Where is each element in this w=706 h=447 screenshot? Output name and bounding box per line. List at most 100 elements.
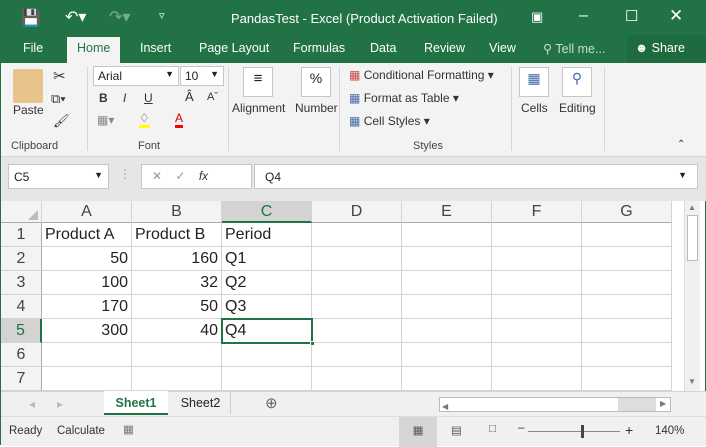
save-icon[interactable]: 💾 [21,10,41,27]
cell-G6[interactable] [582,343,672,367]
cell-B6[interactable] [132,343,222,367]
zoom-level[interactable]: 140% [655,425,685,437]
cell-A6[interactable] [42,343,132,367]
row-header-3[interactable]: 3 [1,271,42,295]
row-header-4[interactable]: 4 [1,295,42,319]
add-sheet-icon[interactable]: ⊕ [265,395,278,412]
search-icon[interactable]: ⚲ [562,67,592,97]
scroll-thumb[interactable] [687,215,698,261]
underline-button[interactable]: U [144,91,153,105]
close-icon[interactable]: ✕ [669,6,684,25]
cell-D1[interactable] [312,223,402,247]
cell-F2[interactable] [492,247,582,271]
cell-F1[interactable] [492,223,582,247]
font-name-select[interactable]: Arial ▼ [93,66,179,86]
macro-recording-icon[interactable]: ▦ [123,424,134,436]
name-box[interactable]: C5 ▼ [8,164,109,189]
cells-button[interactable]: Cells [521,101,548,115]
tab-file[interactable]: File [23,41,44,55]
cancel-icon[interactable]: ✕ [152,169,163,183]
cell-A1[interactable]: Product A [42,223,132,247]
cell-C5[interactable]: Q4 [222,319,312,343]
tab-page-layout[interactable]: Page Layout [199,41,270,55]
select-all-corner[interactable] [1,201,42,223]
page-break-view-icon[interactable]: □ [489,423,496,435]
decrease-font-icon[interactable]: Aˇ [207,91,218,103]
cell-E6[interactable] [402,343,492,367]
insert-function-button[interactable]: fx [198,169,209,183]
cell-C7[interactable] [222,367,312,391]
column-header-B[interactable]: B [132,201,222,223]
cell-E5[interactable] [402,319,492,343]
column-header-F[interactable]: F [492,201,582,223]
minimize-icon[interactable]: – [579,7,588,24]
bold-button[interactable]: B [99,91,108,105]
ribbon-display-icon[interactable]: ▣ [531,9,544,24]
cell-D4[interactable] [312,295,402,319]
column-header-D[interactable]: D [312,201,402,223]
alignment-button[interactable]: Alignment [232,101,286,115]
redo-icon[interactable]: ↷▾ [109,9,131,26]
tab-review[interactable]: Review [424,41,465,55]
collapse-ribbon-icon[interactable]: ⌃ [677,139,686,150]
cell-E2[interactable] [402,247,492,271]
cell-E4[interactable] [402,295,492,319]
vertical-scrollbar[interactable]: ▲ ▼ [684,201,700,391]
zoom-slider[interactable] [528,431,620,432]
cell-F5[interactable] [492,319,582,343]
paste-button[interactable]: Paste [13,103,44,117]
maximize-icon[interactable]: ☐ [625,8,639,25]
font-size-select[interactable]: 10 ▼ [180,66,224,86]
increase-font-icon[interactable]: Â [185,89,194,104]
cut-icon[interactable]: ✂ [53,68,66,85]
cell-G5[interactable] [582,319,672,343]
cell-B7[interactable] [132,367,222,391]
format-painter-icon[interactable]: 🖌 [53,113,70,128]
cell-G3[interactable] [582,271,672,295]
copy-icon[interactable]: ⧉▾ [51,91,66,106]
cells-icon[interactable]: ▦ [519,67,549,97]
sheet-tab-sheet2[interactable]: Sheet2 [171,392,231,414]
cell-G4[interactable] [582,295,672,319]
share-button[interactable]: ☻ Share [627,35,706,63]
tab-insert[interactable]: Insert [140,41,172,55]
cell-D7[interactable] [312,367,402,391]
cell-A5[interactable]: 300 [42,319,132,343]
cell-D3[interactable] [312,271,402,295]
row-header-1[interactable]: 1 [1,223,42,247]
column-header-E[interactable]: E [402,201,492,223]
cell-A3[interactable]: 100 [42,271,132,295]
tab-home[interactable]: Home [67,37,121,63]
cell-F4[interactable] [492,295,582,319]
cell-D5[interactable] [312,319,402,343]
zoom-in-icon[interactable]: + [625,422,634,438]
prev-sheet-icon[interactable]: ◂ [29,397,36,411]
number-button[interactable]: Number [295,101,338,115]
page-layout-view-icon[interactable]: ▤ [451,425,462,437]
cell-A4[interactable]: 170 [42,295,132,319]
conditional-formatting-button[interactable]: ▦ Conditional Formatting ▾ [349,68,494,82]
tab-data[interactable]: Data [370,41,397,55]
cell-F3[interactable] [492,271,582,295]
next-sheet-icon[interactable]: ▸ [57,397,64,411]
horizontal-scrollbar[interactable]: ◀ ▶ [439,397,671,412]
cell-B1[interactable]: Product B [132,223,222,247]
row-header-5[interactable]: 5 [1,319,42,343]
cell-B3[interactable]: 32 [132,271,222,295]
zoom-out-icon[interactable]: – [518,422,525,434]
alignment-icon[interactable]: ≡ [243,67,273,97]
font-color-icon[interactable]: A [175,111,184,128]
tab-formulas[interactable]: Formulas [293,41,346,55]
cell-styles-button[interactable]: ▦ Cell Styles ▾ [349,114,430,128]
column-header-C[interactable]: C [222,201,312,223]
column-header-A[interactable]: A [42,201,132,223]
cell-D2[interactable] [312,247,402,271]
cell-E7[interactable] [402,367,492,391]
cell-C2[interactable]: Q1 [222,247,312,271]
cell-E3[interactable] [402,271,492,295]
enter-icon[interactable]: ✓ [175,169,186,183]
percent-icon[interactable]: % [301,67,331,97]
cell-C3[interactable]: Q2 [222,271,312,295]
row-header-6[interactable]: 6 [1,343,42,367]
formula-input[interactable]: Q4 ▼ [254,164,698,189]
